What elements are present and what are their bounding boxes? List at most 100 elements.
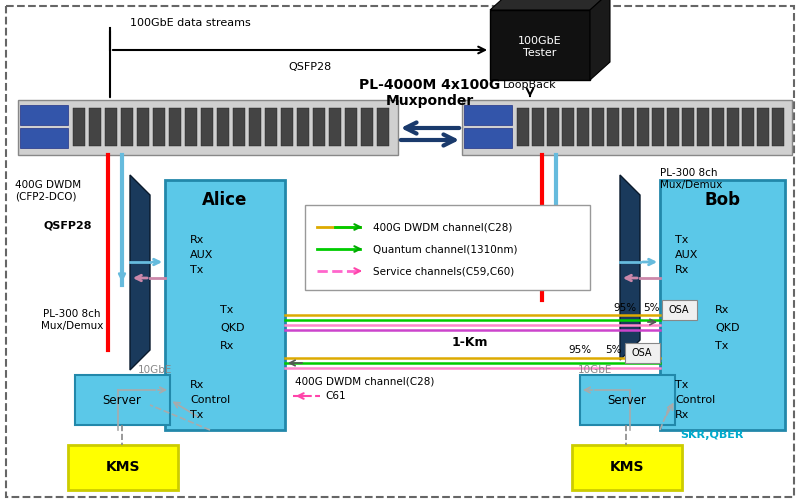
Text: Rx: Rx	[715, 305, 730, 315]
Text: 400G DWDM channel(C28): 400G DWDM channel(C28)	[295, 377, 434, 387]
Text: QKD: QKD	[715, 323, 739, 333]
Text: Alice: Alice	[202, 191, 248, 209]
Bar	[185, 108, 197, 146]
Text: PL-4000M 4x100G
Muxponder: PL-4000M 4x100G Muxponder	[359, 78, 501, 108]
Bar	[68, 445, 178, 490]
Bar	[281, 108, 293, 146]
Polygon shape	[490, 0, 610, 10]
Bar	[580, 375, 675, 425]
Text: Tx: Tx	[675, 235, 688, 245]
Bar	[592, 108, 604, 146]
Text: 95%: 95%	[614, 303, 637, 313]
Text: 1-Km: 1-Km	[452, 337, 488, 350]
Bar	[249, 108, 261, 146]
Text: PL-300 8ch
Mux/Demux: PL-300 8ch Mux/Demux	[41, 309, 103, 331]
Text: QSFP28: QSFP28	[43, 220, 91, 230]
Bar	[660, 180, 785, 430]
Bar	[682, 108, 694, 146]
Text: Rx: Rx	[220, 341, 234, 351]
Bar	[20, 105, 68, 125]
Bar	[121, 108, 133, 146]
Bar	[742, 108, 754, 146]
Bar	[361, 108, 373, 146]
Bar	[625, 343, 660, 363]
Text: KMS: KMS	[106, 460, 140, 474]
Bar	[547, 108, 559, 146]
Bar	[490, 10, 590, 80]
Bar	[462, 100, 792, 155]
Bar	[712, 108, 724, 146]
Bar	[265, 108, 277, 146]
Polygon shape	[590, 0, 610, 80]
Polygon shape	[620, 175, 640, 360]
Text: Control: Control	[190, 395, 230, 405]
Text: AUX: AUX	[190, 250, 214, 260]
Bar	[517, 108, 529, 146]
Text: 10GbE: 10GbE	[138, 365, 172, 375]
Text: Tx: Tx	[190, 265, 203, 275]
Bar	[662, 300, 697, 320]
Text: Tx: Tx	[220, 305, 234, 315]
Text: Quantum channel(1310nm): Quantum channel(1310nm)	[373, 244, 518, 254]
Text: 400G DWDM
(CFP2-DCO): 400G DWDM (CFP2-DCO)	[15, 180, 81, 202]
Text: Control: Control	[675, 395, 715, 405]
Bar	[233, 108, 245, 146]
Bar	[464, 105, 512, 125]
Text: Server: Server	[102, 393, 142, 406]
Bar	[305, 205, 590, 290]
Text: QSFP28: QSFP28	[288, 62, 332, 72]
Text: KMS: KMS	[610, 460, 644, 474]
Bar	[622, 108, 634, 146]
Bar	[697, 108, 709, 146]
Text: Bob: Bob	[704, 191, 740, 209]
Bar	[165, 180, 285, 430]
Bar	[18, 100, 398, 155]
Bar	[345, 108, 357, 146]
Bar	[572, 445, 682, 490]
Text: Tx: Tx	[675, 380, 688, 390]
Text: Rx: Rx	[190, 380, 204, 390]
Bar	[89, 108, 101, 146]
Bar	[217, 108, 229, 146]
Text: Tx: Tx	[715, 341, 728, 351]
Bar	[73, 108, 85, 146]
Bar	[297, 108, 309, 146]
Text: 10GbE: 10GbE	[578, 365, 612, 375]
Text: Rx: Rx	[190, 235, 204, 245]
Text: OSA: OSA	[632, 348, 652, 358]
Text: 100GbE data streams: 100GbE data streams	[130, 18, 250, 28]
Bar	[562, 108, 574, 146]
Text: 5%: 5%	[606, 345, 622, 355]
Bar	[153, 108, 165, 146]
Text: 5%: 5%	[643, 303, 660, 313]
Bar	[201, 108, 213, 146]
Bar	[329, 108, 341, 146]
Bar	[313, 108, 325, 146]
Text: C61: C61	[325, 391, 346, 401]
Text: OSA: OSA	[669, 305, 690, 315]
Bar	[757, 108, 769, 146]
Text: Tx: Tx	[190, 410, 203, 420]
Bar	[532, 108, 544, 146]
Text: Server: Server	[607, 393, 646, 406]
Bar	[464, 128, 512, 148]
Text: PL-300 8ch
Mux/Demux: PL-300 8ch Mux/Demux	[660, 168, 722, 190]
Text: AUX: AUX	[675, 250, 698, 260]
Text: Service channels(C59,C60): Service channels(C59,C60)	[373, 266, 514, 276]
Text: 400G DWDM channel(C28): 400G DWDM channel(C28)	[373, 222, 512, 232]
Bar	[20, 128, 68, 148]
Text: Rx: Rx	[675, 410, 690, 420]
Bar	[772, 108, 784, 146]
Text: QKD: QKD	[220, 323, 245, 333]
Polygon shape	[130, 175, 150, 370]
Bar	[607, 108, 619, 146]
Bar	[377, 108, 389, 146]
Bar	[105, 108, 117, 146]
Bar	[727, 108, 739, 146]
Bar	[169, 108, 181, 146]
Text: SKR,QBER: SKR,QBER	[680, 430, 743, 440]
Text: 100GbE
Tester: 100GbE Tester	[518, 36, 562, 58]
Bar	[75, 375, 170, 425]
Text: 95%: 95%	[569, 345, 591, 355]
Bar	[667, 108, 679, 146]
